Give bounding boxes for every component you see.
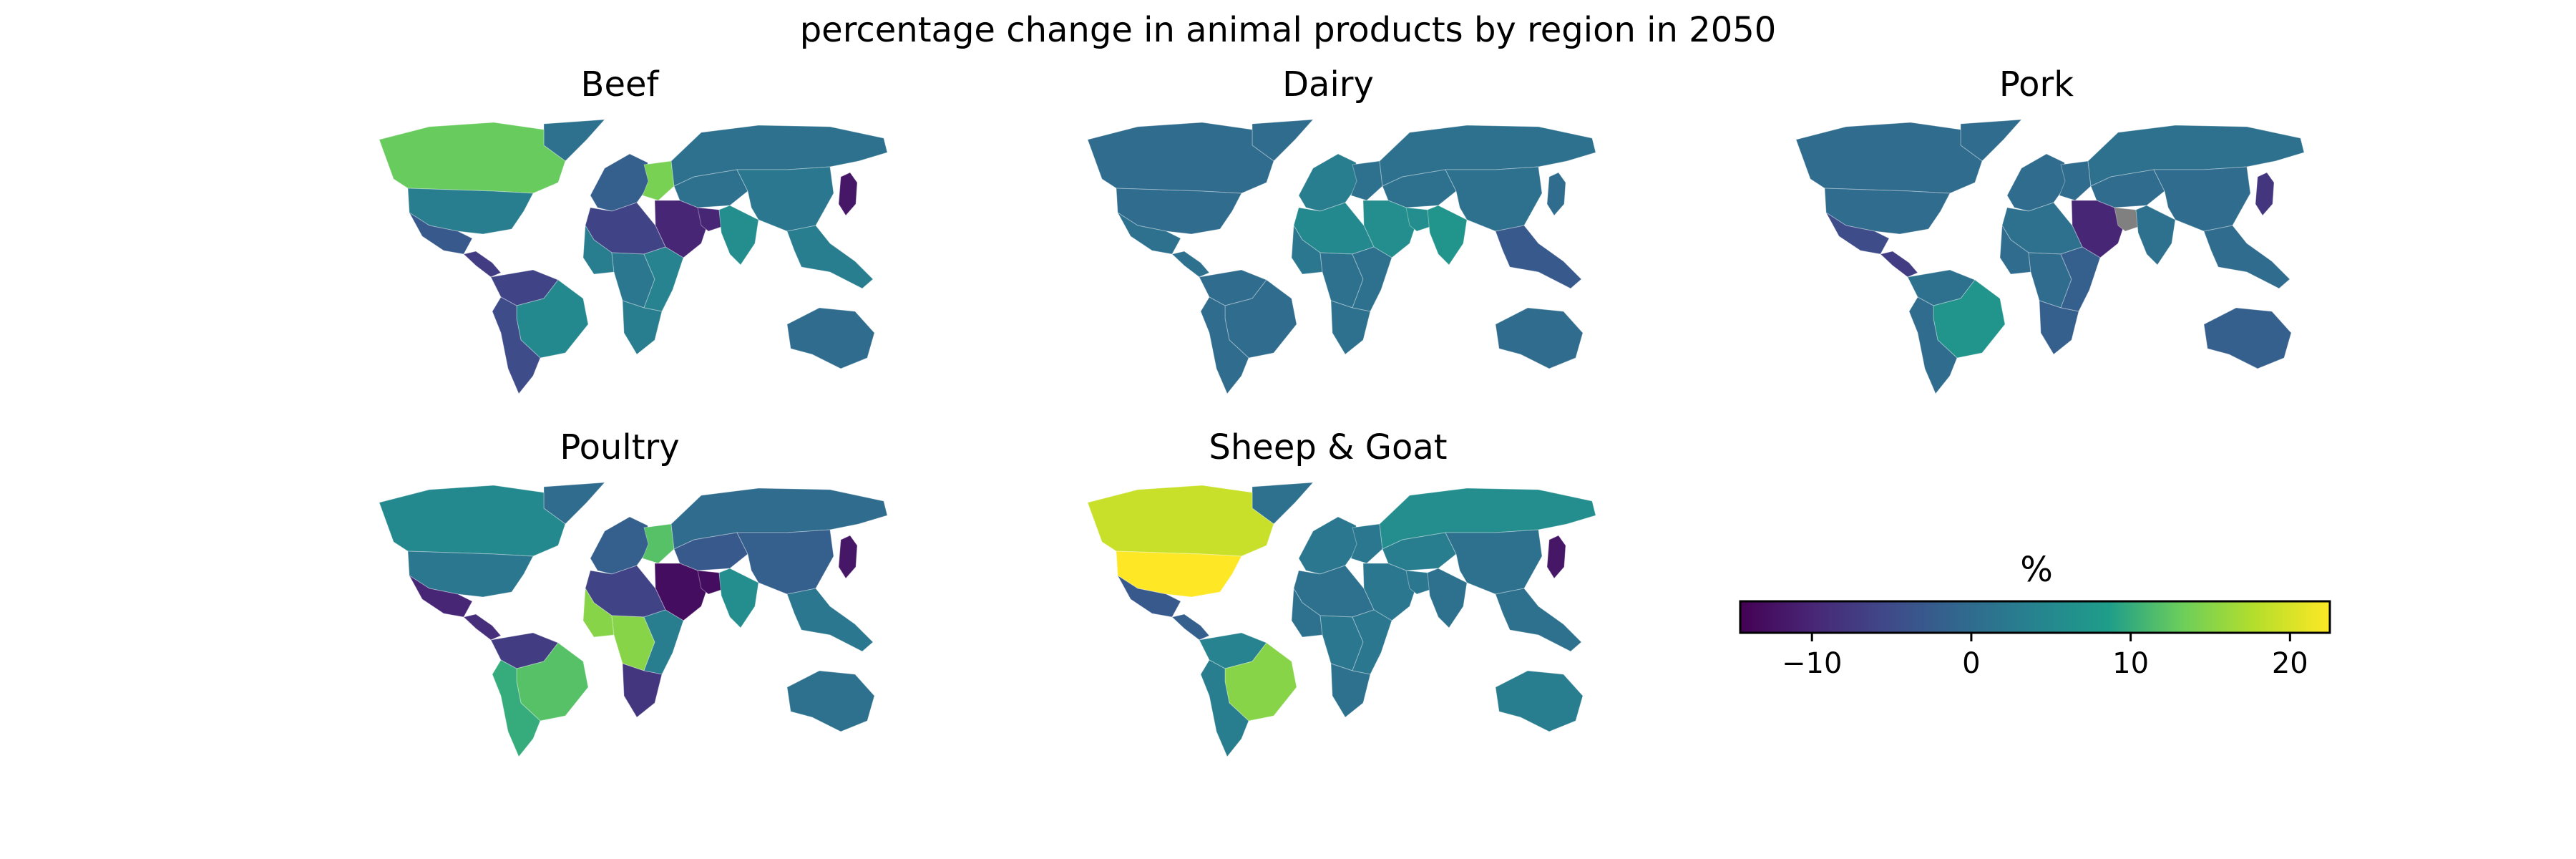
region-china xyxy=(2153,166,2251,232)
region-iran xyxy=(2114,207,2139,232)
region-southern-cone xyxy=(492,659,541,757)
region-japan xyxy=(1546,535,1566,579)
region-east-africa xyxy=(1352,246,1392,312)
region-usa xyxy=(407,188,534,235)
region-east-africa xyxy=(643,246,684,312)
region-southeast-asia xyxy=(786,225,874,289)
colorbar-tick-label: 20 xyxy=(2271,647,2308,680)
region-southeast-asia xyxy=(2203,225,2290,289)
region-southern-cone xyxy=(1908,296,1958,394)
region-australia xyxy=(1495,670,1584,732)
region-southern-africa xyxy=(2039,300,2079,355)
figure-title: percentage change in animal products by … xyxy=(799,10,1777,50)
region-east-africa xyxy=(2060,246,2101,312)
region-iran xyxy=(1405,570,1430,595)
region-western-europe xyxy=(590,516,652,575)
region-southeast-asia xyxy=(1495,588,1582,652)
region-canada xyxy=(379,485,566,557)
region-western-europe xyxy=(1298,516,1360,575)
region-iran xyxy=(697,207,722,232)
region-southern-cone xyxy=(1200,659,1249,757)
region-japan xyxy=(1546,172,1566,216)
region-south-asia xyxy=(718,568,759,629)
map-panel-sheep-goat xyxy=(1087,482,1596,757)
region-southern-cone xyxy=(1200,296,1249,394)
region-western-europe xyxy=(590,153,652,212)
region-south-asia xyxy=(1427,568,1468,629)
region-south-asia xyxy=(718,205,759,266)
map-panel-dairy xyxy=(1087,119,1596,394)
region-central-america xyxy=(1171,613,1210,641)
region-mexico xyxy=(409,575,473,618)
region-canada xyxy=(1087,122,1274,194)
region-china xyxy=(736,529,834,595)
region-southern-cone xyxy=(492,296,541,394)
region-japan xyxy=(838,535,858,579)
region-central-america xyxy=(462,613,502,641)
region-southern-africa xyxy=(622,663,663,718)
region-china xyxy=(1445,529,1543,595)
region-japan xyxy=(838,172,858,216)
region-usa xyxy=(407,550,534,598)
region-mexico xyxy=(1117,575,1181,618)
region-central-america xyxy=(462,251,502,278)
region-southern-africa xyxy=(622,300,663,355)
map-title-poultry: Poultry xyxy=(560,427,680,467)
region-mexico xyxy=(1825,212,1890,255)
region-usa xyxy=(1824,188,1951,235)
colorbar-tick-label: 0 xyxy=(1962,647,1981,680)
region-southern-africa xyxy=(1330,663,1371,718)
map-panel-pork xyxy=(1795,119,2305,394)
region-mexico xyxy=(409,212,473,255)
region-japan xyxy=(2255,172,2275,216)
colorbar-label: % xyxy=(2020,550,2053,590)
region-mexico xyxy=(1117,212,1181,255)
colorbar-tick-label: −10 xyxy=(1781,647,1843,680)
region-south-asia xyxy=(1427,205,1468,266)
region-iran xyxy=(697,570,722,595)
region-east-africa xyxy=(643,609,684,675)
region-australia xyxy=(1495,307,1584,369)
region-western-europe xyxy=(1298,153,1360,212)
region-china xyxy=(736,166,834,232)
region-east-africa xyxy=(1352,609,1392,675)
region-south-asia xyxy=(2135,205,2176,266)
region-southeast-asia xyxy=(1495,225,1582,289)
region-canada xyxy=(1795,122,1983,194)
region-iran xyxy=(1405,207,1430,232)
region-southern-africa xyxy=(1330,300,1371,355)
region-canada xyxy=(1087,485,1274,557)
map-title-pork: Pork xyxy=(1999,64,2074,105)
region-usa xyxy=(1116,188,1242,235)
map-panel-beef xyxy=(379,119,888,394)
region-australia xyxy=(2203,307,2292,369)
map-title-dairy: Dairy xyxy=(1282,64,1374,105)
region-australia xyxy=(786,670,875,732)
colorbar-gradient xyxy=(1739,600,2331,634)
region-southeast-asia xyxy=(786,588,874,652)
map-title-beef: Beef xyxy=(580,64,659,105)
region-canada xyxy=(379,122,566,194)
region-australia xyxy=(786,307,875,369)
region-china xyxy=(1445,166,1543,232)
region-central-america xyxy=(1879,251,1918,278)
region-central-america xyxy=(1171,251,1210,278)
region-western-europe xyxy=(2006,153,2069,212)
colorbar-tick-label: 10 xyxy=(2112,647,2150,680)
map-title-sheep-goat: Sheep & Goat xyxy=(1209,427,1448,467)
region-usa xyxy=(1116,550,1242,598)
colorbar xyxy=(1739,600,2331,641)
map-panel-poultry xyxy=(379,482,888,757)
